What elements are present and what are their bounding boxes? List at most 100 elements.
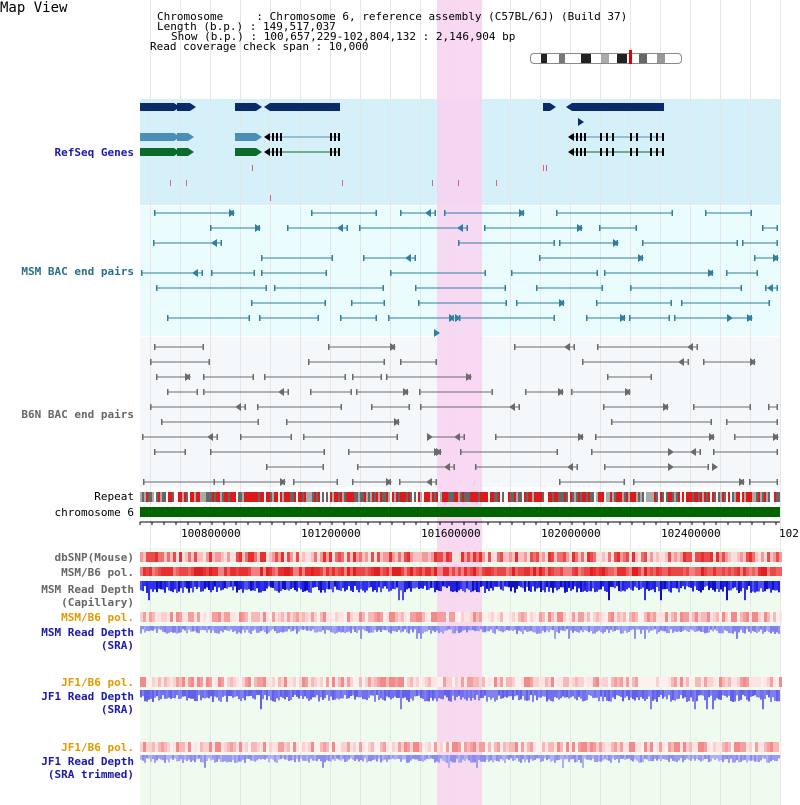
heat-cell (242, 552, 245, 562)
heat-cell (632, 742, 635, 752)
depth-bar (650, 690, 652, 710)
repeat-segment (540, 492, 542, 502)
gene-exon (334, 133, 336, 141)
heat-cell (182, 567, 185, 576)
highlight-region[interactable] (437, 0, 482, 805)
heat-cell (755, 612, 758, 622)
heat-cell (464, 612, 467, 622)
label-msm-pol-1[interactable]: MSM/B6 pol. (61, 566, 134, 579)
depth-bar (442, 626, 444, 634)
heat-cell (575, 612, 578, 622)
heat-cell (593, 567, 596, 576)
depth-bar (296, 581, 298, 592)
depth-bar (676, 690, 678, 700)
repeat-segment (710, 492, 712, 502)
heat-cell (617, 677, 620, 687)
repeat-segment (362, 492, 364, 502)
depth-bar (498, 755, 500, 762)
heat-cell (752, 612, 755, 622)
heat-cell (548, 677, 551, 687)
repeat-segment (348, 492, 350, 502)
depth-bar (758, 755, 760, 763)
depth-bar (196, 626, 198, 633)
depth-bar (702, 755, 704, 761)
label-refseq-genes[interactable]: RefSeq Genes (54, 146, 134, 159)
heat-cell (587, 567, 590, 576)
label-jf1-pol-1[interactable]: JF1/B6 pol. (61, 676, 134, 689)
repeat-segment (142, 492, 144, 502)
label-b6n-bac[interactable]: B6N BAC end pairs (21, 408, 134, 421)
heat-cell (311, 552, 314, 562)
depth-bar (668, 581, 670, 592)
heat-cell (458, 552, 461, 562)
heat-cell (257, 567, 260, 576)
heat-cell (278, 677, 281, 687)
depth-bar (476, 755, 478, 768)
label-msm-bac[interactable]: MSM BAC end pairs (21, 265, 134, 278)
heat-cell (380, 567, 383, 576)
depth-bar (248, 755, 250, 759)
depth-bar (350, 581, 352, 591)
chromosome-ideogram[interactable] (530, 53, 682, 64)
heat-cell (626, 742, 629, 752)
repeat-segment (148, 492, 150, 502)
depth-bar (424, 626, 426, 632)
label-msm-depth-sra-1[interactable]: MSM Read Depth (41, 626, 134, 639)
depth-bar (522, 690, 524, 697)
depth-bar (172, 690, 174, 699)
heat-cell (368, 612, 371, 622)
heat-cell (467, 677, 470, 687)
repeat-segment (252, 492, 254, 502)
b6n-bac-end (340, 404, 342, 410)
depth-bar (274, 581, 276, 591)
depth-bar (536, 755, 538, 759)
repeat-segment (436, 492, 438, 502)
repeat-segment (400, 492, 402, 502)
heat-cell (302, 677, 305, 687)
heat-cell (299, 742, 302, 752)
depth-bar (264, 581, 266, 592)
depth-bar (598, 755, 600, 762)
repeat-segment (372, 492, 374, 502)
depth-bar (622, 755, 624, 759)
heat-cell (695, 552, 698, 562)
heat-cell (662, 677, 665, 687)
gene-block (140, 103, 174, 111)
heat-cell (206, 552, 209, 562)
label-jf1-pol-2[interactable]: JF1/B6 pol. (61, 741, 134, 754)
depth-bar (172, 581, 174, 593)
heat-cell (575, 567, 578, 576)
label-repeat[interactable]: Repeat (94, 490, 134, 503)
depth-bar (634, 755, 636, 760)
label-dbsnp[interactable]: dbSNP(Mouse) (54, 551, 134, 564)
depth-bar (728, 626, 730, 634)
depth-bar (428, 690, 430, 702)
depth-bar (512, 690, 514, 700)
heat-cell (215, 567, 218, 576)
repeat-segment (170, 492, 172, 502)
depth-bar (742, 690, 744, 695)
heat-cell (635, 567, 638, 576)
label-jf1-depth-1[interactable]: JF1 Read Depth (41, 690, 134, 703)
depth-bar (238, 690, 240, 700)
repeat-segment (330, 492, 332, 502)
depth-bar (744, 690, 746, 697)
depth-bar (250, 690, 252, 696)
depth-bar (642, 755, 644, 763)
heat-cell (329, 567, 332, 576)
depth-bar (514, 626, 516, 630)
heat-cell (755, 742, 758, 752)
label-chromosome[interactable]: chromosome 6 (54, 506, 134, 519)
depth-bar (440, 626, 442, 632)
label-msm-pol-2[interactable]: MSM/B6 pol. (61, 611, 134, 624)
depth-bar (532, 690, 534, 702)
heat-cell (236, 742, 239, 752)
heat-cell (701, 677, 704, 687)
depth-bar (526, 755, 528, 760)
depth-bar (504, 581, 506, 587)
label-jf1-trim-1[interactable]: JF1 Read Depth (41, 755, 134, 768)
label-msm-depth-cap-1[interactable]: MSM Read Depth (41, 583, 134, 596)
gene-exon (576, 133, 578, 141)
depth-bar (346, 690, 348, 699)
